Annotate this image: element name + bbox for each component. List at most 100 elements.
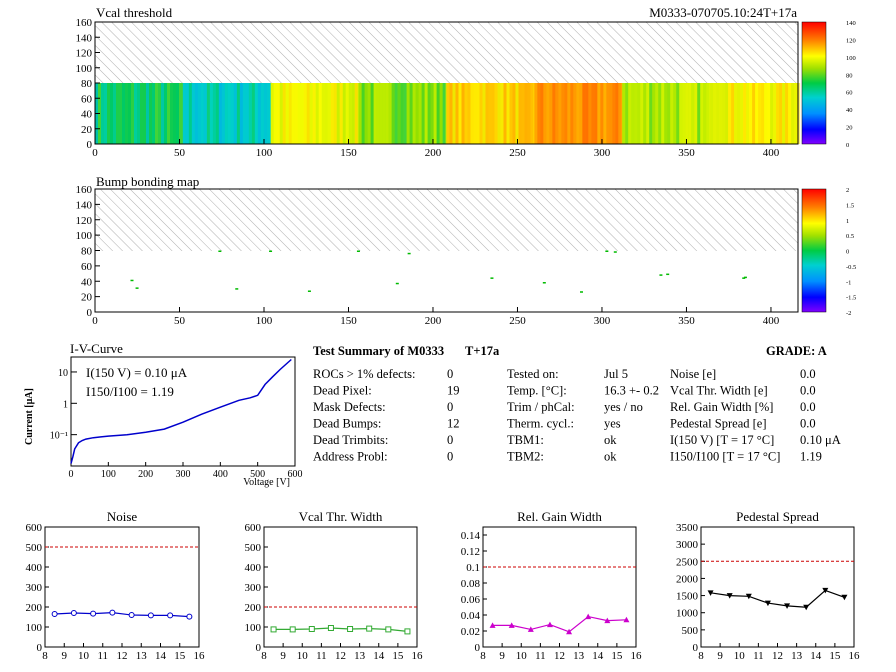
data-point [764, 600, 771, 607]
y-tick-label: 600 [26, 522, 43, 534]
pixel-column [643, 83, 647, 144]
pixel-column [324, 83, 328, 144]
summary-value: 19 [447, 384, 460, 398]
iv-x-tick-label: 300 [176, 469, 191, 480]
summary-label: Noise [e] [670, 367, 716, 381]
pixel-column [104, 83, 107, 144]
pixel-column [227, 83, 231, 144]
data-point [726, 593, 733, 599]
y-tick-label: 40 [81, 276, 93, 288]
pixel-column [537, 83, 541, 144]
summary-label: TBM1: [507, 433, 544, 447]
data-point [51, 611, 58, 617]
summary-label: Dead Pixel: [313, 384, 372, 398]
data-point [366, 625, 373, 632]
series-line [54, 611, 190, 618]
pixel-column [564, 83, 568, 144]
pixel-column [479, 83, 483, 144]
pixel-column [427, 83, 431, 144]
pixel-column [482, 83, 486, 144]
y-tick-label: 300 [26, 582, 43, 594]
data-point [784, 603, 791, 609]
pixel-column [494, 83, 498, 144]
y-tick-label: 0.02 [461, 626, 480, 638]
pixel-column [221, 83, 225, 144]
y-tick-label: 3000 [676, 539, 699, 551]
summary-label: I150/I100 [T = 17 °C] [670, 450, 780, 464]
map1-hatched-area [95, 22, 798, 83]
pixel-column [467, 83, 471, 144]
pixel-column [415, 83, 419, 144]
x-tick-label: 100 [256, 315, 273, 327]
pixel-column [291, 83, 295, 144]
pixel-column [506, 83, 510, 144]
small-plot-frame [482, 526, 637, 648]
dead-bump-mark [666, 273, 670, 276]
pixel-column [412, 83, 416, 144]
pixel-column [321, 83, 325, 144]
pixel-column [149, 83, 152, 144]
y-tick-label: 500 [26, 542, 43, 554]
colorbar-tick-label: 80 [846, 72, 853, 79]
y-tick-label: 0 [37, 642, 43, 654]
pixel-column [452, 83, 456, 144]
y-tick-label: 160 [76, 17, 93, 29]
summary-value: yes / no [604, 400, 643, 414]
iv-x-tick-label: 100 [101, 469, 116, 480]
pixel-column [270, 83, 274, 144]
pixel-column [197, 83, 201, 144]
x-tick-label: 100 [256, 147, 273, 159]
pixel-column [552, 83, 556, 144]
iv-title: I-V-Curve [70, 341, 123, 356]
pixel-column [309, 83, 313, 144]
colorbar-tick-label: 120 [846, 37, 856, 44]
y-tick-label: 120 [76, 48, 93, 60]
data-point [604, 617, 611, 624]
y-tick-label: 100 [76, 63, 93, 75]
pixel-column [682, 83, 686, 144]
x-tick-label: 11 [316, 650, 327, 662]
pixel-column [403, 83, 407, 144]
pixel-column [524, 83, 528, 144]
pixel-column [667, 83, 671, 144]
y-tick-label: 20 [81, 292, 93, 304]
series-line [492, 615, 627, 633]
pixel-column [409, 83, 413, 144]
pixel-column [294, 83, 298, 144]
y-tick-label: 0.1 [466, 562, 480, 574]
summary-value: 0 [447, 400, 453, 414]
x-tick-label: 16 [849, 650, 861, 662]
pixel-column [158, 83, 161, 144]
pixel-column [342, 83, 346, 144]
pixel-column [646, 83, 650, 144]
x-tick-label: 200 [425, 147, 442, 159]
pixel-column [306, 83, 310, 144]
pixel-column [173, 83, 176, 144]
data-point [270, 626, 277, 633]
pixel-column [251, 83, 255, 144]
x-tick-label: 10 [297, 650, 309, 662]
pixel-column [585, 83, 589, 144]
pixel-column [746, 83, 750, 144]
map1-colorbar [801, 21, 827, 145]
pixel-column [388, 83, 392, 144]
pixel-column [182, 83, 186, 144]
pixel-column [113, 83, 116, 144]
pixel-column [358, 83, 362, 144]
x-tick-label: 50 [174, 147, 186, 159]
series-line [710, 589, 845, 608]
pixel-column [233, 83, 237, 144]
x-tick-label: 12 [554, 650, 565, 662]
pixel-column [194, 83, 198, 144]
y-tick-label: 300 [245, 582, 262, 594]
pixel-column [110, 83, 113, 144]
iv-x-tick-label: 500 [250, 469, 265, 480]
pixel-column [652, 83, 656, 144]
pixel-column [788, 83, 792, 144]
small-plot-frame [700, 526, 855, 648]
pixel-column [436, 83, 440, 144]
pixel-column [345, 83, 349, 144]
pixel-column [131, 83, 134, 144]
pixel-column [470, 83, 474, 144]
